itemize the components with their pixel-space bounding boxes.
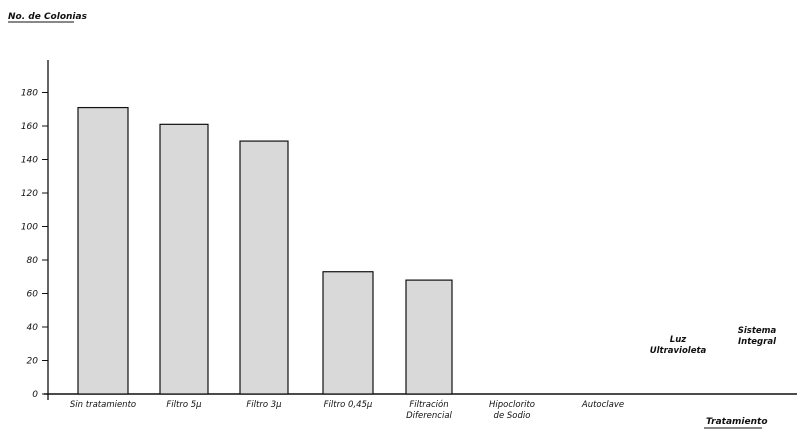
bar	[77, 106, 129, 395]
category-label: Filtro 5μ	[166, 400, 202, 410]
category-label: Autoclave	[581, 400, 624, 410]
y-axis-ticks: 0 20 40 60 80 100 120 140 160 180	[21, 89, 48, 400]
y-tick-label: 40	[27, 323, 39, 333]
y-tick-label: 140	[21, 156, 38, 166]
category-label: Hipoclorito de Sodio	[489, 400, 535, 421]
category-label-line: Filtro 0,45μ	[324, 400, 373, 410]
bar	[239, 140, 289, 395]
category-label-line: Hipoclorito	[489, 400, 535, 410]
category-labels: Sin tratamiento Filtro 5μ Filtro 3μ Filtro …	[70, 326, 777, 421]
category-label: Filtro 0,45μ	[324, 400, 373, 410]
bar	[322, 271, 374, 395]
category-label-line: Filtro 5μ	[166, 400, 202, 410]
category-label-line: Diferencial	[406, 411, 452, 421]
y-tick-label: 60	[27, 290, 39, 300]
category-label: Filtro 3μ	[246, 400, 282, 410]
x-axis-title: Tratamiento	[706, 417, 768, 427]
y-tick-label: 160	[21, 122, 38, 132]
bars-group	[77, 106, 453, 395]
category-label-line: Filtración	[409, 399, 448, 410]
y-axis-title: No. de Colonias	[8, 12, 88, 22]
y-tick-label: 20	[27, 357, 39, 367]
y-tick-label: 0	[32, 390, 38, 400]
y-tick-label: 120	[21, 189, 38, 199]
category-label-line: Luz	[670, 335, 686, 345]
category-label-line: Integral	[738, 337, 777, 347]
bar	[159, 123, 209, 395]
category-label-line: Sistema	[738, 326, 777, 336]
category-label-line: Ultravioleta	[650, 346, 707, 356]
category-label: Sistema Integral	[738, 326, 777, 347]
category-label-line: de Sodio	[494, 411, 531, 421]
bar	[405, 279, 453, 395]
category-label: Filtración Diferencial	[406, 399, 452, 421]
y-tick-label: 180	[21, 89, 38, 99]
category-label-line: Sin tratamiento	[70, 400, 136, 410]
y-tick-label: 100	[21, 223, 38, 233]
category-label: Luz Ultravioleta	[650, 335, 707, 356]
category-label-line: Autoclave	[581, 400, 624, 410]
category-label-line: Filtro 3μ	[246, 400, 282, 410]
y-tick-label: 80	[27, 256, 39, 266]
category-label: Sin tratamiento	[70, 400, 136, 410]
